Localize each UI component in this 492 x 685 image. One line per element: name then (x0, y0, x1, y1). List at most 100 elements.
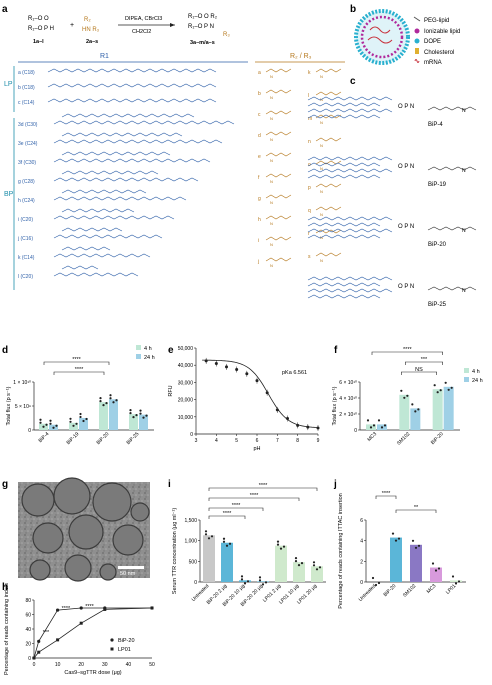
data-point (37, 639, 41, 643)
data-point (400, 389, 403, 392)
reactant1-label: 1a–l (33, 39, 44, 45)
data-point (276, 543, 280, 546)
chart-f-y-label: Total flux (p s⁻¹) (332, 386, 338, 425)
y-tick-label: 1 × 10¹⁰ (13, 380, 31, 386)
data-point (434, 569, 438, 572)
data-point (49, 422, 52, 425)
panel-letter-a: a (2, 4, 8, 15)
data-point (275, 408, 279, 412)
y-tick-label: 0 (28, 656, 31, 662)
data-point (225, 544, 229, 547)
bip-tail (307, 294, 381, 299)
data-point (32, 656, 36, 660)
data-point (204, 359, 208, 363)
data-point (437, 567, 441, 570)
y-tick-label: 30,000 (178, 380, 194, 386)
lnp-particle (68, 514, 104, 550)
data-point (444, 381, 447, 384)
bip-tail (307, 168, 393, 173)
data-point (102, 404, 105, 407)
amine-label: b (258, 91, 261, 97)
significance-bracket (405, 361, 443, 365)
significance-label: *** (421, 357, 428, 363)
data-point (306, 425, 310, 429)
amine-structure (315, 229, 342, 234)
bar-BiP-20 2 μg (221, 542, 233, 582)
data-point (315, 568, 319, 571)
tail-branch (61, 246, 111, 251)
data-point (282, 545, 286, 548)
panel-g: g 50 nm (2, 477, 150, 582)
significance-label: **** (72, 357, 81, 363)
bar-SM102-4 h (399, 394, 410, 430)
amine-structure (265, 173, 292, 178)
data-point (312, 564, 316, 567)
bar-LP01 (450, 580, 462, 582)
lnp-particle (32, 522, 64, 554)
amine-label: r (308, 231, 310, 237)
amine-n: N (320, 189, 323, 194)
series-line-BiP-20 (33, 607, 152, 659)
amine-n: N (270, 95, 273, 100)
significance-bracket (401, 371, 437, 375)
data-point (403, 396, 406, 399)
panel-letter-g: g (2, 479, 8, 490)
amine-label: g (258, 196, 261, 202)
y-tick-label: 1,000 (184, 539, 197, 545)
tail-chain (53, 120, 235, 125)
amine-structure (315, 137, 342, 142)
bip-headgroup (427, 226, 477, 231)
bar-BiP-20 20 μg (257, 581, 269, 582)
amine-label: l (308, 93, 309, 99)
panel-i: i 0 500 1,000 1,500 Serum TTR concentration … (168, 479, 326, 608)
bip-name: BiP-19 (428, 182, 447, 188)
peg-lipid-icon (413, 16, 421, 22)
data-point (380, 426, 384, 429)
tail-chain (53, 177, 199, 182)
data-point (371, 576, 375, 580)
bip-tail (307, 174, 381, 179)
legend-label: 4 h (472, 369, 480, 375)
tail-label: l (C20) (18, 274, 33, 280)
bip-core: O P N (398, 224, 414, 230)
tail-label: 3f (C30) (18, 160, 36, 166)
legend-dope: DOPE (424, 39, 441, 45)
amine-n: N (320, 258, 323, 263)
x-tick-label: SM102 (402, 583, 418, 599)
legend-swatch (464, 368, 469, 373)
y-tick-label: 50,000 (178, 346, 194, 352)
significance-bracket (53, 371, 105, 375)
tail-label: g (C28) (18, 179, 35, 185)
amine-structure (315, 68, 342, 73)
data-point (450, 386, 453, 389)
data-point (246, 580, 250, 583)
significance-label: *** (43, 630, 50, 636)
data-point (135, 414, 138, 417)
reactant2-label: 2a–s (86, 39, 98, 45)
x-tick-label: 0 (33, 662, 36, 668)
reagents-label: DIPEA, CBrCl3 (125, 16, 162, 22)
data-point (129, 409, 132, 412)
y-tick-label: 6 × 10¹⁰ (339, 380, 357, 386)
data-point (255, 379, 259, 383)
data-point (145, 414, 148, 417)
data-point (82, 419, 85, 423)
data-point (439, 389, 442, 392)
x-tick-label: Untreated (358, 583, 378, 603)
data-point (411, 403, 414, 406)
data-point (397, 537, 401, 540)
significance-label: **** (403, 347, 412, 353)
tail-chain (53, 253, 151, 258)
data-point (300, 562, 304, 565)
data-point (37, 650, 41, 654)
chart-i: 0 500 1,000 1,500 Serum TTR concentration (μ… (172, 483, 326, 608)
tail-label: j (C16) (17, 236, 33, 242)
significance-label: ** (414, 505, 419, 511)
significance-label: **** (259, 483, 268, 489)
legend-label: BiP-20 (118, 638, 135, 644)
data-point (49, 419, 52, 422)
amine-n: N (320, 212, 323, 217)
bip-tail (307, 102, 381, 107)
tail-label: b (C18) (18, 85, 35, 91)
data-point (85, 417, 88, 421)
